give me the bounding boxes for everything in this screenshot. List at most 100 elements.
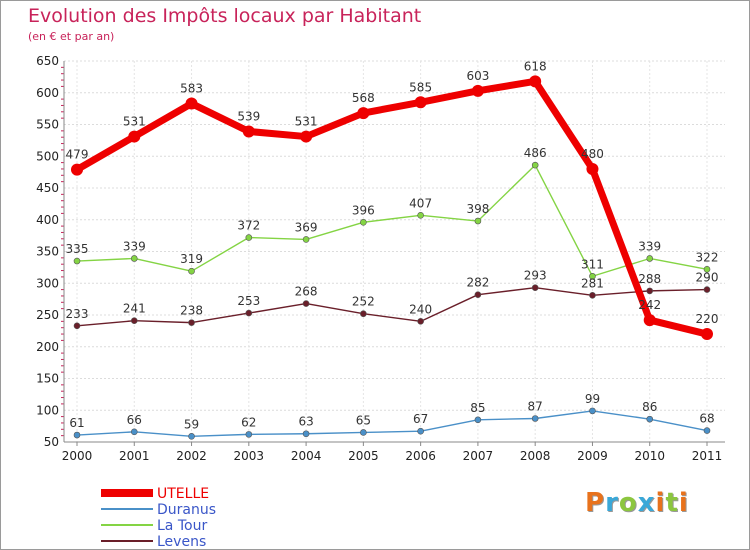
data-label: 61 [69, 416, 84, 430]
data-point [245, 431, 253, 438]
data-point [474, 416, 482, 424]
data-label: 66 [127, 413, 142, 427]
series-line-duranus [76, 410, 708, 437]
data-label: 268 [295, 285, 318, 299]
data-point [130, 317, 138, 325]
data-point [646, 255, 654, 262]
data-point [302, 236, 310, 243]
logo-letter: i [655, 488, 666, 518]
data-point [130, 428, 138, 436]
data-point [531, 161, 539, 169]
data-label: 398 [466, 202, 489, 216]
x-tick-label: 2007 [463, 449, 494, 463]
data-point [302, 430, 310, 438]
data-label: 67 [413, 412, 428, 426]
y-tick-label: 450 [36, 181, 59, 195]
data-label: 85 [470, 401, 485, 415]
data-point [414, 96, 427, 109]
logo-letter: t [665, 488, 679, 518]
data-label: 531 [123, 115, 146, 129]
data-point [300, 130, 313, 143]
data-label: 369 [295, 220, 318, 234]
data-label: 396 [352, 203, 375, 217]
data-point [188, 319, 195, 326]
data-label: 480 [581, 147, 604, 161]
data-label: 486 [524, 146, 547, 160]
y-tick-label: 100 [36, 403, 59, 417]
data-label: 531 [295, 115, 318, 129]
logo-letter: x [637, 488, 656, 518]
data-label: 241 [123, 302, 146, 316]
data-point [242, 125, 255, 138]
y-tick-label: 350 [36, 245, 59, 259]
data-point [474, 217, 482, 225]
data-label: 372 [237, 219, 260, 233]
data-label: 293 [524, 269, 547, 283]
data-label: 252 [352, 295, 375, 309]
x-tick-label: 2006 [405, 449, 436, 463]
data-point [531, 415, 539, 422]
data-point [185, 97, 198, 110]
data-point [586, 162, 599, 175]
data-point [646, 415, 654, 423]
data-label: 568 [352, 91, 375, 105]
y-tick-label: 400 [36, 213, 59, 227]
series-line-levens [76, 286, 708, 327]
x-tick-label: 2003 [234, 449, 265, 463]
data-label: 65 [356, 413, 371, 427]
data-label: 87 [528, 400, 543, 414]
data-point [245, 234, 253, 241]
data-label: 68 [699, 412, 714, 426]
data-label: 539 [237, 109, 260, 123]
data-point [73, 322, 81, 330]
data-point [701, 328, 713, 341]
x-tick-label: 2002 [176, 449, 207, 463]
data-label: 253 [237, 294, 260, 308]
x-tick-label: 2011 [692, 449, 723, 463]
legend-label: Duranus [157, 502, 216, 518]
data-label: 233 [66, 307, 89, 321]
y-tick-label: 500 [36, 149, 59, 163]
y-tick-label: 150 [36, 372, 59, 386]
data-point [417, 318, 424, 325]
data-point [531, 284, 539, 291]
proxiti-logo: Proxiti [585, 488, 689, 518]
data-point [128, 130, 141, 143]
data-label: 583 [180, 82, 203, 96]
data-point [646, 287, 654, 295]
data-point [417, 427, 424, 435]
data-point [302, 300, 310, 307]
data-label: 240 [409, 302, 432, 316]
legend-label: UTELLE [157, 486, 209, 502]
data-point [703, 286, 711, 293]
chart-subtitle: (en € et par an) [28, 30, 115, 43]
data-label: 603 [466, 69, 489, 83]
data-label: 479 [66, 148, 89, 162]
data-label: 339 [638, 239, 661, 253]
x-tick-label: 2010 [634, 449, 665, 463]
data-point [703, 427, 711, 434]
data-point [245, 309, 253, 317]
logo-letter: i [678, 488, 689, 518]
data-point [643, 314, 656, 327]
x-tick-label: 2004 [291, 449, 322, 463]
data-label: 281 [581, 276, 604, 290]
data-label: 311 [581, 257, 604, 271]
data-label: 585 [409, 80, 432, 94]
logo-letter: o [618, 488, 638, 518]
data-label: 99 [585, 392, 600, 406]
x-tick-label: 2008 [520, 449, 551, 463]
data-label: 335 [66, 242, 89, 256]
y-tick-label: 550 [36, 118, 59, 132]
data-point [130, 255, 138, 262]
y-tick-label: 250 [36, 308, 59, 322]
data-label: 290 [696, 271, 719, 285]
data-point [589, 407, 596, 415]
data-point [73, 257, 81, 265]
data-label: 238 [180, 304, 203, 318]
series-line-utelle [75, 77, 708, 338]
data-label: 62 [241, 415, 256, 429]
data-label: 282 [466, 276, 489, 290]
